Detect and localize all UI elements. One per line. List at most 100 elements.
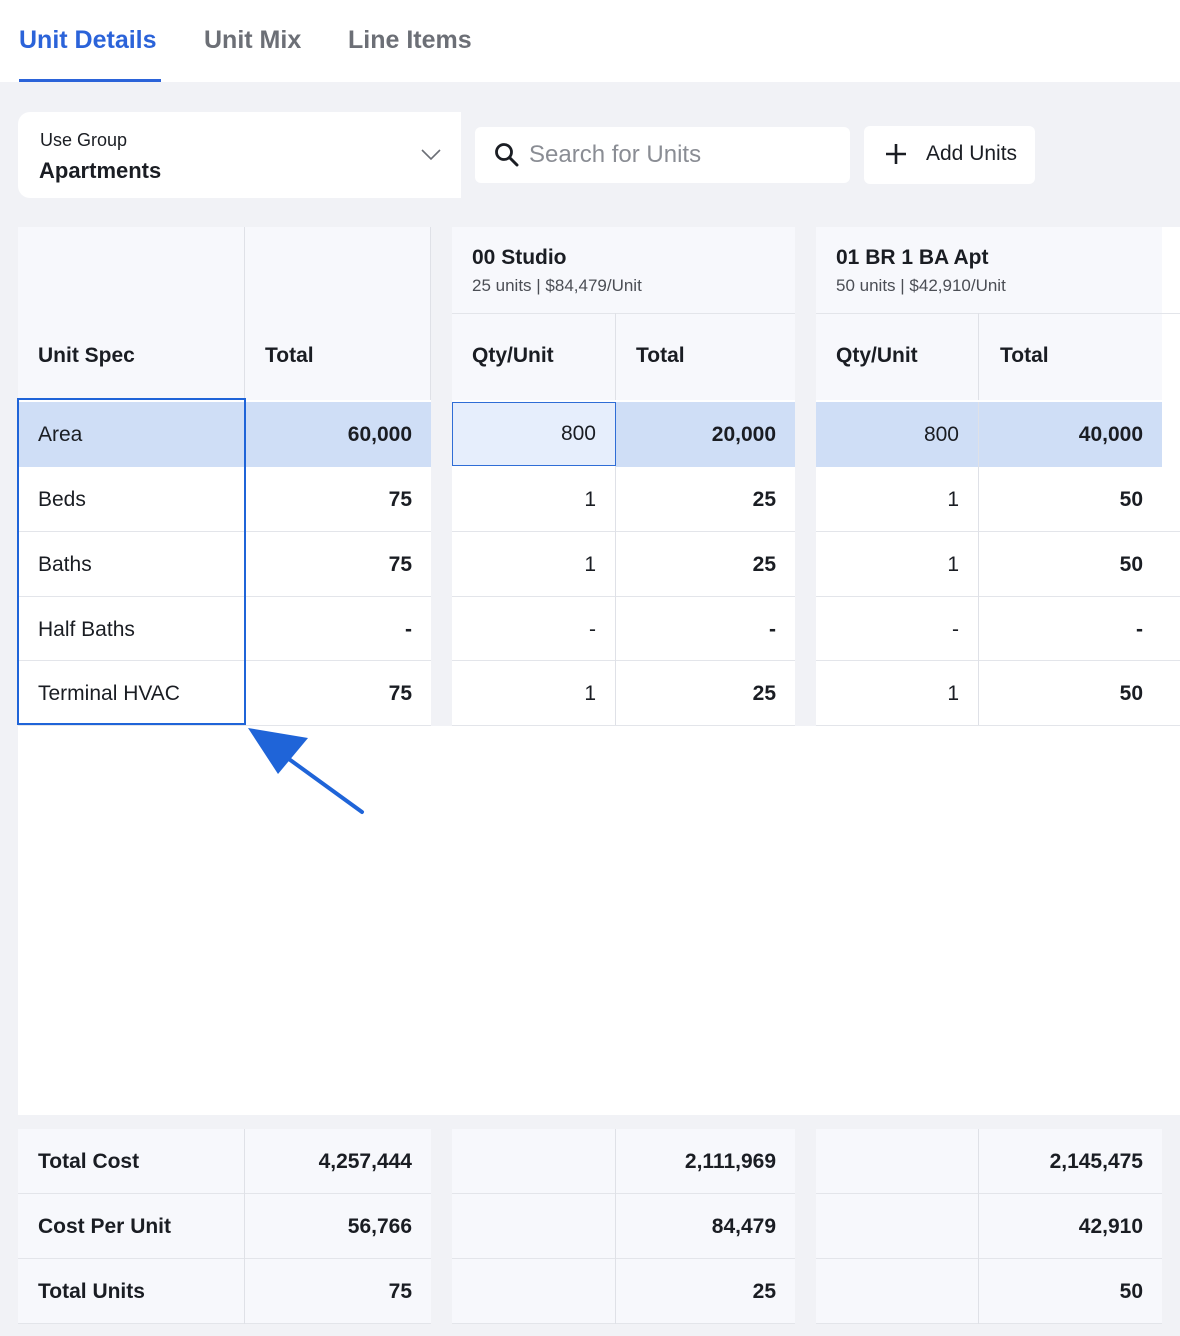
spec-cell[interactable]: Area	[18, 402, 244, 467]
qty-unit-header: Qty/Unit	[472, 344, 554, 367]
row-divider	[816, 1323, 1162, 1324]
footer-unit-total: 84,479	[711, 1214, 776, 1238]
unit-total-cell: 25	[752, 681, 776, 705]
unit-total-cell: 50	[1119, 487, 1143, 511]
active-tab-indicator	[19, 79, 161, 82]
unit-total-cell: 25	[752, 487, 776, 511]
footer-total: 75	[388, 1279, 412, 1303]
row-divider	[18, 1323, 431, 1324]
row-divider	[816, 531, 1180, 532]
row-divider	[816, 725, 1180, 726]
column-divider	[978, 313, 979, 400]
qty-cell[interactable]: 1	[947, 681, 959, 705]
unit-total-cell: -	[1136, 617, 1143, 641]
column-divider	[244, 1129, 245, 1324]
footer-unit-total: 2,145,475	[1049, 1149, 1143, 1173]
spec-cell[interactable]: Baths	[38, 552, 92, 576]
column-divider	[978, 402, 979, 725]
unit-name[interactable]: 00 Studio	[472, 246, 567, 269]
footer-block	[452, 1129, 795, 1324]
total-header: Total	[265, 344, 314, 367]
row-divider	[816, 660, 1180, 661]
qty-cell[interactable]: 800	[816, 402, 978, 467]
total-cell: -	[405, 617, 412, 641]
footer-unit-total: 50	[1119, 1279, 1143, 1303]
unit-total-cell: 25	[752, 552, 776, 576]
column-divider	[244, 466, 245, 725]
unit-summary: 25 units | $84,479/Unit	[472, 276, 642, 295]
column-divider	[430, 227, 431, 400]
unit-summary: 50 units | $42,910/Unit	[836, 276, 1006, 295]
row-divider	[18, 660, 431, 661]
column-divider	[978, 1129, 979, 1324]
row-divider	[452, 1258, 795, 1259]
total-cell: 75	[388, 681, 412, 705]
qty-cell[interactable]: 1	[584, 552, 596, 576]
qty-input-cell[interactable]: 800	[452, 402, 616, 466]
spec-cell[interactable]: Terminal HVAC	[38, 681, 180, 705]
qty-cell[interactable]: 1	[947, 552, 959, 576]
plus-icon	[886, 144, 906, 164]
total-cell: 60,000	[245, 402, 431, 467]
tab-bar: Unit Details Unit Mix Line Items	[0, 0, 1180, 82]
qty-cell[interactable]: 1	[947, 487, 959, 511]
footer-label: Total Units	[38, 1279, 145, 1303]
footer-label: Cost Per Unit	[38, 1214, 172, 1238]
search-box	[475, 127, 850, 183]
row-divider	[452, 531, 795, 532]
row-divider	[18, 531, 431, 532]
unit-name[interactable]: 01 BR 1 BA Apt	[836, 246, 989, 269]
spec-cell[interactable]: Beds	[38, 487, 86, 511]
use-group-value: Apartments	[39, 158, 162, 183]
search-input[interactable]	[529, 135, 829, 175]
column-divider	[615, 313, 616, 400]
tab-unit-mix[interactable]: Unit Mix	[204, 26, 302, 54]
column-divider	[615, 466, 616, 725]
add-units-button[interactable]: Add Units	[864, 126, 1035, 184]
total-header: Total	[636, 344, 685, 367]
use-group-dropdown[interactable]: Use Group Apartments	[18, 112, 461, 198]
row-divider	[452, 660, 795, 661]
row-divider	[816, 1193, 1162, 1194]
tab-line-items[interactable]: Line Items	[348, 26, 472, 54]
annotation-arrow-icon	[248, 728, 364, 814]
tab-unit-details[interactable]: Unit Details	[19, 26, 157, 54]
unit-total-cell: 50	[1119, 681, 1143, 705]
footer-label: Total Cost	[38, 1149, 140, 1173]
footer-total: 56,766	[347, 1214, 412, 1238]
unit-total-cell: 40,000	[979, 402, 1162, 467]
footer-unit-total: 42,910	[1078, 1214, 1143, 1238]
qty-cell[interactable]: -	[952, 617, 959, 641]
header-divider	[816, 313, 1180, 314]
unit-total-cell: 50	[1119, 552, 1143, 576]
total-cell: 75	[388, 487, 412, 511]
total-header: Total	[1000, 344, 1049, 367]
add-units-label: Add Units	[926, 142, 1018, 165]
unit-total-cell: -	[769, 617, 776, 641]
footer-block	[18, 1129, 431, 1324]
column-gap	[795, 227, 816, 726]
column-divider	[244, 227, 245, 400]
spec-header-block	[18, 227, 431, 400]
footer-block	[816, 1129, 1162, 1324]
row-divider	[816, 596, 1180, 597]
qty-unit-header: Qty/Unit	[836, 344, 918, 367]
spec-cell[interactable]: Half Baths	[38, 617, 135, 641]
column-divider	[615, 1129, 616, 1324]
row-divider	[816, 1258, 1162, 1259]
use-group-label: Use Group	[40, 130, 128, 150]
footer-unit-total: 25	[752, 1279, 776, 1303]
row-divider	[452, 1323, 795, 1324]
search-icon	[495, 143, 519, 167]
footer-total: 4,257,444	[318, 1149, 412, 1173]
row-divider	[18, 1258, 431, 1259]
footer-unit-total: 2,111,969	[684, 1149, 776, 1173]
header-divider	[452, 313, 795, 314]
row-divider	[18, 1193, 431, 1194]
qty-cell[interactable]: 1	[584, 487, 596, 511]
qty-cell[interactable]: -	[589, 617, 596, 641]
row-divider	[18, 596, 431, 597]
unit-spec-header: Unit Spec	[38, 344, 135, 367]
qty-cell[interactable]: 1	[584, 681, 596, 705]
row-divider	[452, 725, 795, 726]
